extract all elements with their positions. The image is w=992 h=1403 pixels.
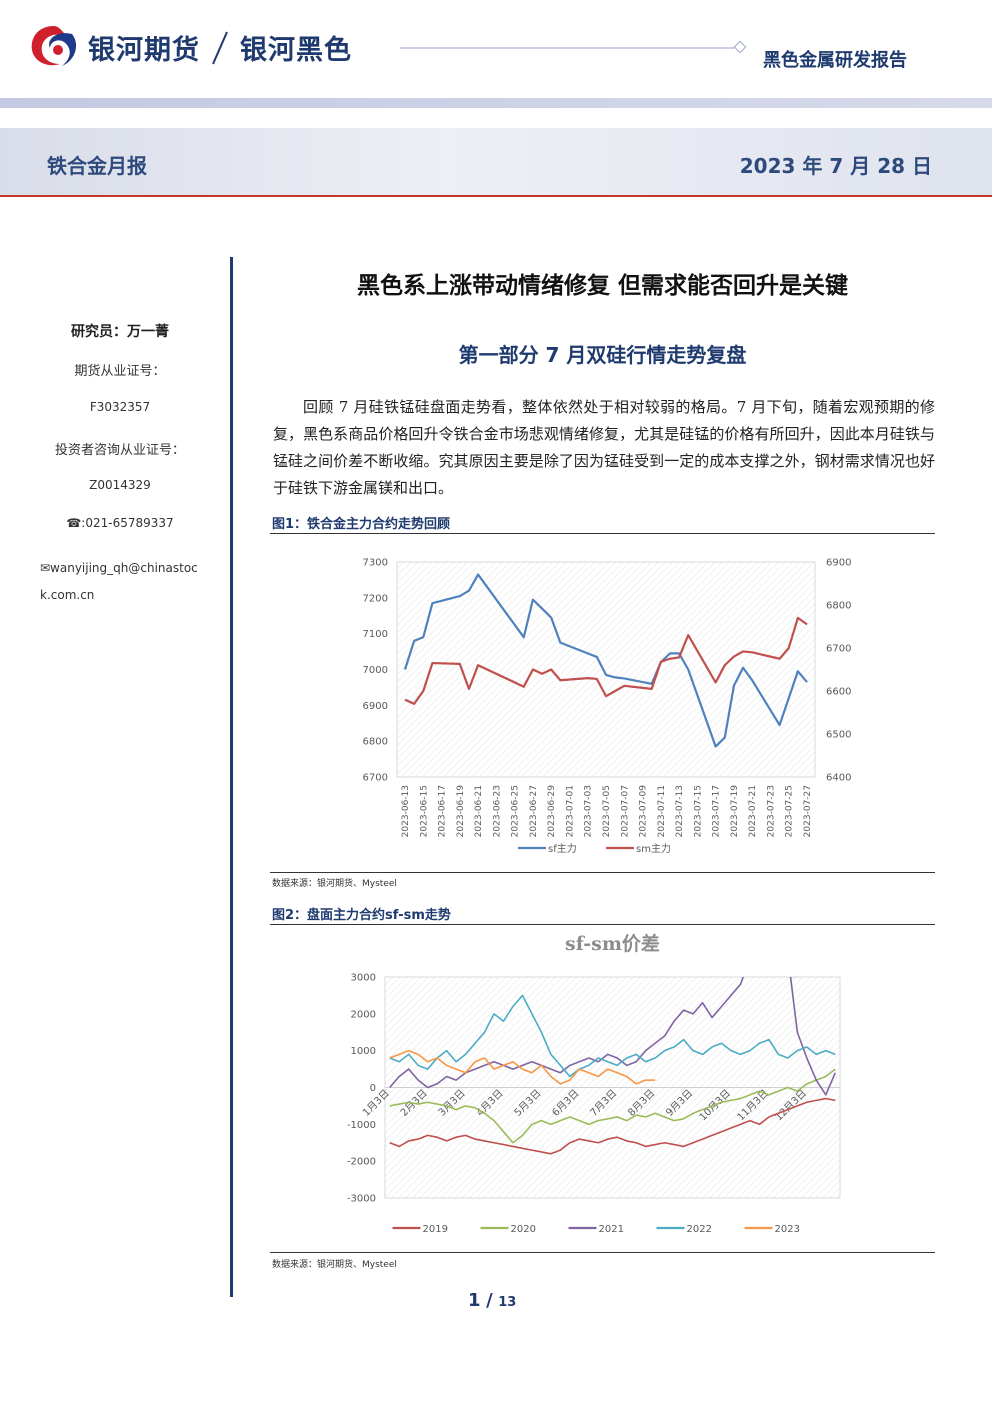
sidebar-rule [230, 257, 233, 1297]
figure-caption: 图1：铁合金主力合约走势回顾 [272, 517, 451, 532]
x-tick-label: 2023-06-25 [511, 785, 521, 837]
page-total: 13 [498, 1295, 517, 1310]
x-tick-label: 2023-06-19 [456, 785, 466, 838]
license-label: 期货从业证号： [74, 364, 166, 379]
division: 银河黑色 [240, 35, 352, 66]
y-tick-label: 7300 [363, 558, 388, 569]
brand-slash [212, 31, 228, 65]
x-tick-label: 2023-07-07 [620, 785, 630, 837]
x-tick-label: 2023-07-05 [602, 785, 612, 837]
paragraph: 回顾 7 月硅铁锰硅盘面走势看，整体依然处于相对较弱的格局。7 月下旬，随着宏观… [273, 398, 935, 497]
x-tick-label: 2023-07-15 [693, 785, 703, 837]
series-line [389, 977, 836, 1096]
legend-label: 2021 [599, 1224, 624, 1235]
x-tick-label: 2023-06-17 [438, 785, 448, 837]
banner-title: 铁合金月报 [47, 154, 147, 178]
x-tick-label: 2023-07-11 [657, 785, 667, 837]
figure-rule [270, 872, 935, 873]
headline: 黑色系上涨带动情绪修复 但需求能否回升是关键 [356, 273, 848, 299]
y-tick-label: 2000 [351, 1009, 376, 1020]
x-tick-label: 2023-06-13 [401, 785, 411, 837]
x-tick-label: 2023-07-19 [730, 785, 740, 838]
y-tick-label: 7200 [363, 593, 388, 604]
y-tick-label: 7000 [363, 665, 388, 676]
series-line [403, 573, 808, 748]
header-rule [400, 40, 747, 54]
banner-rule [0, 195, 992, 197]
y-tick-label: -1000 [347, 1120, 376, 1131]
y2-tick-label: 6400 [826, 773, 851, 784]
y2-tick-label: 6800 [826, 601, 851, 612]
phone: ☎:021-65789337 [66, 516, 174, 530]
figure-rule [270, 533, 935, 534]
y-tick-label: 0 [370, 1083, 376, 1094]
legend-label: sm主力 [636, 842, 671, 855]
y2-tick-label: 6700 [826, 644, 851, 655]
x-tick-label: 2023-06-21 [474, 785, 484, 837]
legend-label: 2020 [511, 1224, 536, 1235]
y-tick-label: 6700 [363, 773, 388, 784]
brand: 银河期货 [88, 35, 200, 66]
y-tick-label: 7100 [363, 629, 388, 640]
x-tick-label: 2023-07-21 [748, 785, 758, 837]
report-category: 黑色金属研发报告 [763, 50, 907, 71]
figure-rule [270, 1252, 935, 1253]
series-line [404, 616, 808, 705]
y2-tick-label: 6900 [826, 558, 851, 569]
legend-label: 2019 [423, 1224, 448, 1235]
plot-area [396, 561, 816, 778]
x-tick-label: 2023-06-23 [492, 785, 502, 837]
section-title: 第一部分 7 月双硅行情走势复盘 [458, 343, 747, 367]
x-tick-label: 2023-07-03 [584, 785, 594, 837]
y-tick-label: 6800 [363, 737, 388, 748]
x-tick-label: 2023-07-09 [639, 785, 649, 838]
y-tick-label: 3000 [351, 973, 376, 984]
x-tick-label: 2023-07-25 [785, 785, 795, 837]
x-tick-label: 2023-06-29 [547, 785, 557, 838]
y-tick-label: 1000 [351, 1046, 376, 1057]
figure-source: 数据来源：银河期货、Mysteel [272, 879, 397, 889]
legend-label: 2022 [687, 1224, 712, 1235]
x-tick-label: 2023-07-23 [766, 785, 776, 837]
license: F3032357 [89, 400, 151, 414]
report-date: 2023 年 7 月 28 日 [739, 154, 932, 178]
figure-source: 数据来源：银河期货、Mysteel [272, 1260, 397, 1270]
page-current: 1 [468, 1290, 481, 1311]
logo [31, 26, 77, 66]
series-line [389, 1049, 656, 1085]
x-tick-label: 2023-07-01 [565, 785, 575, 837]
advisor-label: 投资者咨询从业证号： [54, 443, 185, 458]
x-tick-label: 2023-07-17 [712, 785, 722, 837]
series-group [403, 573, 808, 748]
chart: 6700 6800 6900 7000 7100 7200 7300 6400 6500 6600… [363, 558, 852, 856]
y-tick-label: 6900 [363, 701, 388, 712]
figure-caption: 图2：盘面主力合约sf-sm走势 [272, 908, 451, 923]
researcher: 研究员：万一菁 [71, 324, 169, 340]
header-band [0, 98, 992, 108]
advisor-license: Z0014329 [89, 478, 151, 492]
banner [0, 128, 992, 195]
chart-title: sf-sm价差 [565, 932, 660, 955]
page-number: 1 / 13 [468, 1290, 516, 1311]
x-tick-label: 2023-07-13 [675, 785, 685, 837]
series-line [389, 1068, 836, 1144]
series-line [389, 1097, 836, 1155]
series-group [389, 977, 836, 1155]
y2-tick-label: 6600 [826, 687, 851, 698]
series-line [389, 994, 836, 1078]
y-tick-label: -2000 [347, 1157, 376, 1168]
legend-label: sf主力 [548, 842, 577, 855]
page-separator: / [486, 1290, 493, 1311]
x-tick-label: 2023-06-15 [419, 785, 429, 837]
legend-label: 2023 [775, 1224, 800, 1235]
x-tick-label: 2023-06-27 [529, 785, 539, 837]
email: ✉wanyijing_qh@chinastock.com.cn [40, 561, 198, 602]
y2-tick-label: 6500 [826, 730, 851, 741]
figure-rule [270, 924, 935, 925]
y-tick-label: -3000 [347, 1194, 376, 1205]
x-tick-label: 2023-07-27 [803, 785, 813, 837]
